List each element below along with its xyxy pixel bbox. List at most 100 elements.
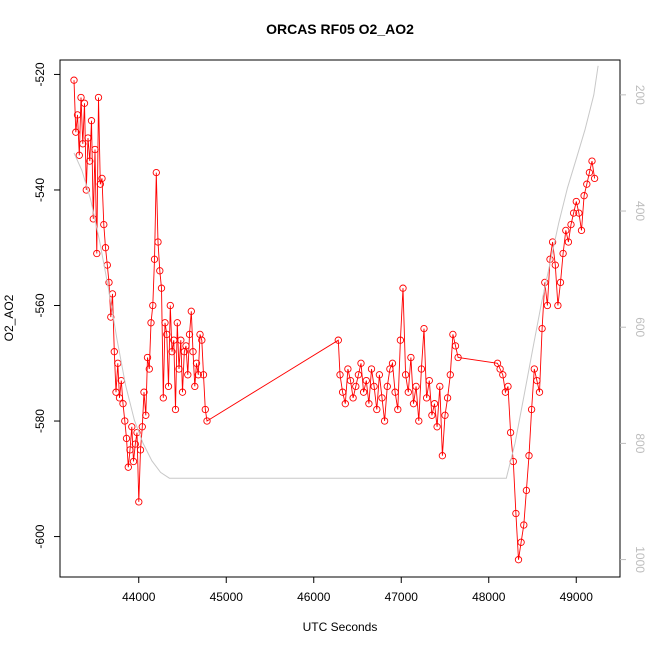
data-point (121, 417, 129, 425)
data-point (407, 353, 415, 362)
data-point (512, 509, 520, 518)
data-point (522, 486, 531, 495)
data-point (422, 394, 431, 402)
data-point (438, 452, 447, 460)
data-point (140, 388, 148, 396)
data-point (362, 376, 370, 385)
data-point (548, 238, 557, 246)
x-axis-label: UTC Seconds (303, 620, 378, 634)
data-point (182, 342, 190, 350)
data-point (203, 417, 211, 425)
data-point (191, 382, 199, 391)
data-point (161, 319, 169, 327)
data-point (580, 192, 588, 200)
data-point (124, 463, 132, 471)
data-point (138, 423, 146, 431)
data-point (142, 411, 150, 419)
data-point (554, 301, 562, 310)
x-tick-label: 46000 (297, 590, 331, 604)
data-point (572, 197, 580, 206)
data-point (365, 400, 373, 408)
data-point (198, 336, 206, 344)
data-point (185, 330, 194, 339)
data-point (126, 446, 134, 454)
data-point (404, 388, 412, 396)
data-point (80, 99, 89, 107)
data-point (559, 249, 567, 258)
y2-tick-label: 200 (633, 85, 647, 105)
data-point (157, 284, 166, 292)
data-point (168, 348, 176, 356)
data-point (588, 157, 596, 165)
data-point (91, 145, 99, 154)
data-point (378, 394, 386, 402)
data-point (441, 411, 449, 419)
data-point (352, 382, 360, 391)
data-point (590, 174, 599, 183)
data-point (564, 238, 573, 246)
data-point (525, 452, 533, 460)
data-point (338, 388, 347, 396)
data-point (201, 405, 209, 414)
data-point (119, 400, 127, 408)
x-tick-label: 45000 (210, 590, 244, 604)
data-point (569, 209, 578, 217)
data-point (115, 394, 124, 402)
data-point (415, 417, 423, 425)
data-point (517, 538, 525, 546)
data-point (506, 428, 515, 437)
data-point (128, 423, 136, 431)
data-point (152, 168, 160, 177)
data-point (192, 359, 201, 367)
data-point (156, 267, 164, 275)
data-point (112, 388, 120, 396)
data-point (170, 336, 178, 344)
data-point (380, 417, 389, 425)
data-point (530, 365, 538, 373)
data-point (391, 388, 399, 396)
data-point (349, 394, 357, 402)
y2-tick-label: 400 (633, 201, 647, 221)
data-point (110, 348, 118, 356)
y-tick-label: -580 (33, 409, 47, 433)
data-point (367, 365, 376, 373)
y2-axis: 200 400 600 800 1000 (620, 85, 647, 573)
data-point (388, 359, 397, 367)
data-point (446, 371, 454, 379)
data-point (175, 365, 183, 373)
data-point (145, 365, 153, 373)
data-point (449, 330, 457, 339)
data-point (394, 405, 402, 414)
data-point (354, 371, 363, 379)
data-point (84, 134, 92, 142)
data-point (359, 388, 368, 396)
data-point (173, 319, 181, 327)
y-axis-label: O2_AO2 (2, 294, 16, 341)
data-point (501, 388, 510, 396)
data-point (86, 157, 94, 165)
data-point (535, 388, 544, 396)
data-point (551, 261, 559, 269)
data-point (430, 400, 439, 408)
y-tick-label: -600 (33, 524, 47, 548)
data-point (412, 382, 420, 391)
series-layer (70, 65, 599, 564)
x-tick-label: 49000 (560, 590, 594, 604)
data-point (178, 388, 187, 396)
data-point (72, 128, 80, 136)
plot-frame (59, 59, 621, 578)
data-point (336, 371, 344, 379)
data-point (149, 301, 157, 310)
data-point (436, 382, 444, 391)
x-tick-label: 44000 (122, 590, 156, 604)
data-point (383, 382, 391, 391)
data-point (373, 405, 381, 414)
data-point (357, 359, 365, 367)
data-point (575, 209, 583, 217)
data-point (496, 365, 504, 373)
data-point (585, 168, 594, 177)
y2-tick-label: 600 (633, 317, 647, 337)
data-point (556, 278, 565, 287)
chart-title: ORCAS RF05 O2_AO2 (266, 21, 414, 37)
data-point (499, 371, 507, 379)
